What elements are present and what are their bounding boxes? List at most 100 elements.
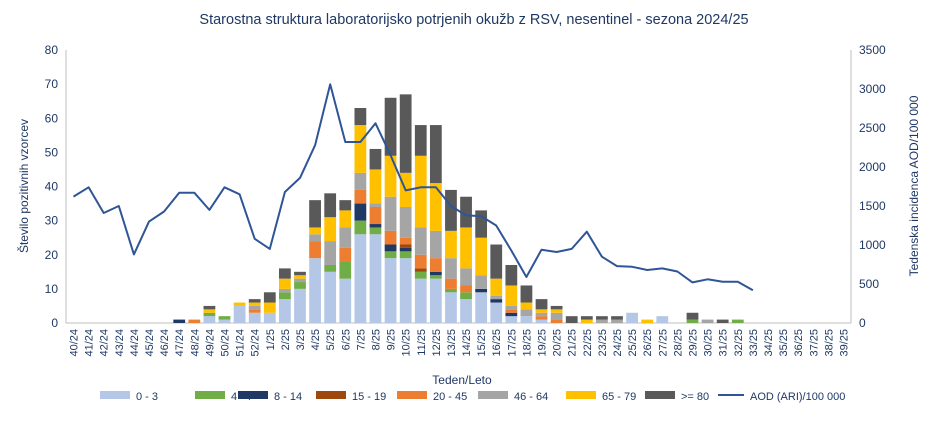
- bar-segment: [460, 196, 472, 228]
- x-tick-label: 44/24: [129, 329, 141, 357]
- bar-segment: [535, 312, 548, 317]
- x-tick-label: 10/25: [401, 329, 413, 357]
- bar-segment: [399, 247, 412, 252]
- bar-segment: [369, 169, 382, 204]
- x-tick-label: 27/25: [657, 329, 669, 357]
- bar-segment: [596, 316, 608, 320]
- bar-segment: [414, 254, 427, 269]
- x-tick-label: 18/25: [521, 329, 533, 357]
- legend-label: 46 - 64: [514, 391, 548, 403]
- x-tick-label: 38/25: [823, 329, 835, 357]
- bar-segment: [339, 210, 352, 228]
- bar-segment: [475, 292, 488, 323]
- x-tick-label: 41/24: [84, 329, 96, 357]
- x-tick-label: 47/24: [174, 329, 186, 357]
- bar-segment: [248, 312, 261, 323]
- bar-segment: [248, 305, 261, 310]
- bar-segment: [460, 227, 472, 269]
- bar-segment: [429, 275, 442, 279]
- bar-segment: [339, 200, 352, 211]
- bar-segment: [475, 288, 488, 293]
- bar-segment: [369, 224, 382, 228]
- bar-segment: [460, 268, 472, 286]
- bar-segment: [535, 299, 548, 310]
- bar-segment: [550, 319, 563, 323]
- bar-segment: [354, 203, 367, 221]
- legend-swatch: [397, 391, 427, 399]
- legend-label: 0 - 3: [136, 391, 158, 403]
- x-tick-label: 11/25: [416, 329, 428, 356]
- bar-segment: [399, 94, 412, 173]
- axis-labels: 0 10 20 30 40 50 60 70 80 0 500 1000 1500 2000 2500 300…: [45, 43, 886, 357]
- bar-segment: [384, 155, 397, 197]
- bar-segment: [535, 309, 548, 313]
- bar-segment: [233, 302, 246, 306]
- bar-segment: [294, 271, 306, 276]
- bar-segment: [399, 251, 412, 259]
- y2-tick-label: 1500: [859, 199, 886, 213]
- bar-segment: [203, 305, 216, 310]
- bar-segment: [339, 247, 352, 262]
- bar-segment: [354, 234, 367, 323]
- x-tick-label: 7/25: [355, 329, 367, 350]
- bar-segment: [369, 206, 382, 225]
- y2-tick-label: 500: [859, 277, 879, 291]
- x-tick-label: 45/24: [144, 329, 156, 357]
- x-tick-label: 40/24: [69, 329, 81, 357]
- x-tick-label: 46/24: [159, 329, 171, 357]
- bar-segment: [520, 316, 533, 323]
- y-axis-title: Število pozitivnih vzorcev: [16, 119, 31, 253]
- bar-segment: [460, 299, 472, 323]
- x-tick-label: 6/25: [340, 329, 352, 350]
- x-tick-label: 48/24: [189, 329, 201, 357]
- x-tick-label: 25/25: [627, 329, 639, 357]
- bar-segment: [505, 264, 518, 286]
- bar-segment: [505, 285, 518, 306]
- bar-segment: [384, 97, 397, 156]
- bar-segment: [188, 319, 201, 323]
- y-tick-label: 10: [45, 282, 59, 296]
- y2-tick-label: 3000: [859, 82, 886, 96]
- bar-segment: [731, 319, 744, 323]
- bar-segment: [611, 316, 623, 320]
- bar-segment: [279, 278, 291, 289]
- bar-segment: [339, 227, 352, 248]
- x-tick-label: 15/25: [476, 329, 488, 357]
- bar-segment: [218, 316, 231, 320]
- bar-segment: [445, 288, 457, 293]
- y-tick-label: 80: [45, 43, 59, 57]
- x-tick-label: 39/25: [838, 329, 850, 357]
- bar-segment: [309, 200, 321, 228]
- x-tick-label: 32/25: [733, 329, 745, 357]
- bar-segment: [384, 251, 397, 259]
- x-axis-title: Teden/Leto: [432, 373, 492, 387]
- x-tick-label: 17/25: [506, 329, 518, 357]
- bar-segment: [596, 319, 608, 323]
- bar-segment: [354, 108, 367, 126]
- bar-segment: [294, 282, 306, 289]
- bar-segment: [475, 210, 488, 238]
- x-tick-label: 12/25: [431, 329, 443, 357]
- bar-segment: [248, 302, 261, 306]
- bar-segment: [475, 237, 488, 276]
- bar-segment: [550, 312, 563, 320]
- bar-segment: [384, 258, 397, 323]
- bar-segment: [339, 261, 352, 279]
- line-series-path: [72, 83, 754, 292]
- bar-segment: [279, 292, 291, 300]
- bar-segment: [279, 288, 291, 293]
- bar-segment: [505, 305, 518, 310]
- bar-segment: [279, 299, 291, 323]
- bar-segment: [203, 312, 216, 317]
- y2-tick-label: 0: [859, 316, 866, 330]
- bar-segment: [414, 155, 427, 228]
- bar-segment: [565, 316, 578, 323]
- bar-segment: [475, 275, 488, 289]
- x-tick-label: 34/25: [763, 329, 775, 357]
- bar-segment: [339, 278, 352, 323]
- bar-segment: [490, 295, 503, 300]
- bar-segment: [429, 125, 442, 184]
- bar-segment: [218, 319, 231, 323]
- bar-segment: [429, 278, 442, 323]
